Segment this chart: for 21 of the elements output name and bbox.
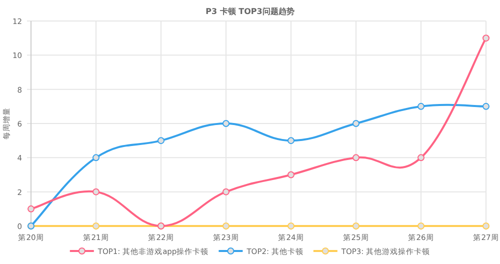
point bbox=[158, 137, 164, 144]
point bbox=[482, 102, 490, 110]
point bbox=[28, 205, 34, 212]
title: P3 卡顿 TOP3问题趋势 bbox=[206, 7, 294, 16]
point bbox=[418, 222, 424, 230]
point bbox=[92, 154, 100, 162]
point bbox=[482, 34, 490, 42]
point bbox=[482, 222, 490, 230]
point bbox=[352, 120, 360, 127]
point bbox=[222, 120, 230, 127]
point bbox=[288, 222, 294, 230]
point bbox=[222, 188, 230, 196]
point bbox=[288, 137, 294, 144]
point bbox=[352, 154, 360, 162]
point bbox=[222, 222, 230, 230]
point bbox=[92, 188, 100, 196]
point bbox=[288, 171, 294, 178]
point bbox=[418, 102, 424, 110]
point bbox=[418, 154, 424, 162]
point bbox=[352, 222, 360, 230]
point bbox=[92, 222, 100, 230]
